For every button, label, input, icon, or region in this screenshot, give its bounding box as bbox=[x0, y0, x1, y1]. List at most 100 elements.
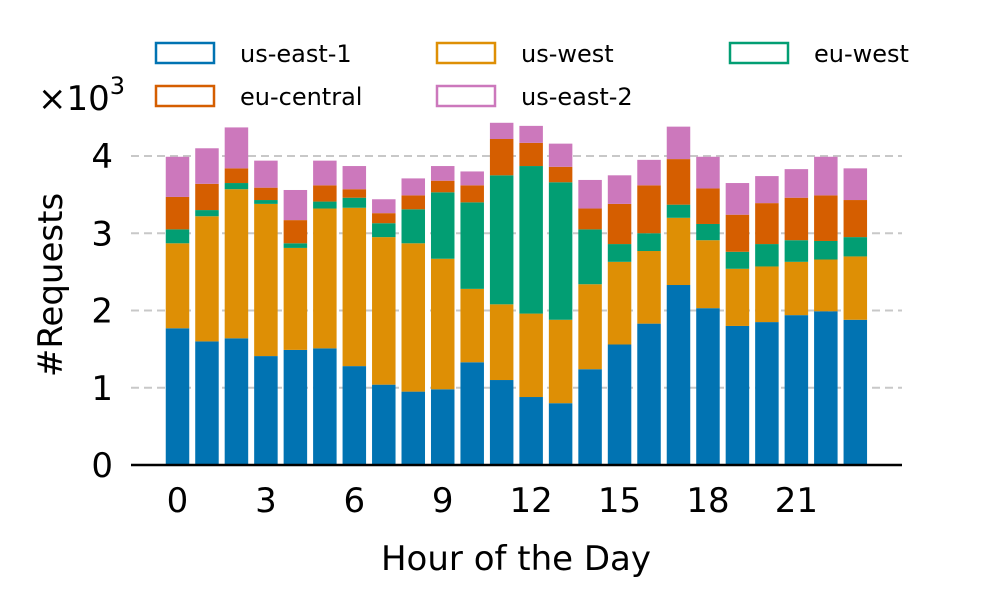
bar-eu-central-hour-14 bbox=[578, 208, 602, 230]
x-tick-label-6: 6 bbox=[343, 481, 365, 521]
bar-us-west-hour-2 bbox=[224, 189, 249, 339]
bar-us-east-2-hour-22 bbox=[814, 156, 838, 196]
x-tick-label-18: 18 bbox=[686, 481, 729, 521]
bar-us-east-1-hour-23 bbox=[843, 319, 868, 465]
bar-us-east-2-hour-1 bbox=[195, 148, 219, 184]
bar-us-east-1-hour-8 bbox=[401, 391, 426, 465]
bar-us-east-2-hour-6 bbox=[342, 166, 367, 190]
bar-us-east-2-hour-18 bbox=[696, 156, 720, 189]
bar-eu-central-hour-13 bbox=[548, 166, 573, 183]
bar-us-east-1-hour-2 bbox=[224, 338, 249, 465]
bar-eu-central-hour-11 bbox=[489, 139, 514, 176]
bar-us-east-1-hour-5 bbox=[313, 348, 337, 465]
bar-us-west-hour-22 bbox=[814, 259, 838, 312]
bar-us-west-hour-3 bbox=[254, 203, 278, 357]
bar-eu-west-hour-6 bbox=[342, 197, 367, 208]
bar-eu-west-hour-2 bbox=[224, 183, 249, 190]
bar-us-east-2-hour-12 bbox=[519, 125, 543, 143]
bar-eu-west-hour-21 bbox=[784, 240, 809, 262]
bar-eu-west-hour-15 bbox=[607, 244, 632, 262]
bar-us-east-2-hour-20 bbox=[755, 176, 779, 204]
bar-eu-west-hour-13 bbox=[548, 182, 573, 320]
bar-eu-west-hour-10 bbox=[460, 202, 484, 289]
bar-eu-west-hour-19 bbox=[725, 251, 750, 269]
bar-eu-west-hour-14 bbox=[578, 229, 602, 285]
bar-us-east-1-hour-12 bbox=[519, 397, 543, 465]
bar-eu-west-hour-8 bbox=[401, 209, 426, 244]
bar-us-west-hour-6 bbox=[342, 207, 367, 367]
bar-us-west-hour-5 bbox=[313, 208, 337, 349]
bar-us-east-2-hour-0 bbox=[165, 156, 190, 197]
bar-eu-west-hour-17 bbox=[666, 204, 691, 218]
x-tick-label-0: 0 bbox=[167, 481, 189, 521]
bar-us-east-2-hour-2 bbox=[224, 127, 249, 169]
bar-us-east-2-hour-3 bbox=[254, 160, 278, 188]
bar-us-east-1-hour-18 bbox=[696, 308, 720, 465]
legend-swatch-us-west bbox=[435, 41, 497, 65]
bar-eu-west-hour-23 bbox=[843, 237, 868, 257]
bar-eu-central-hour-9 bbox=[430, 180, 455, 193]
bar-eu-central-hour-17 bbox=[666, 159, 691, 205]
bar-us-west-hour-19 bbox=[725, 268, 750, 326]
bar-us-west-hour-7 bbox=[372, 237, 396, 385]
legend-swatch-us-east-1 bbox=[154, 41, 216, 65]
bar-us-east-2-hour-23 bbox=[843, 168, 868, 201]
bar-us-east-1-hour-19 bbox=[725, 325, 750, 465]
bar-us-west-hour-17 bbox=[666, 217, 691, 286]
bar-us-west-hour-21 bbox=[784, 261, 809, 316]
y-tick-label-4: 4 bbox=[91, 137, 113, 177]
legend-label-us-east-1: us-east-1 bbox=[240, 40, 352, 68]
bar-us-east-1-hour-17 bbox=[666, 285, 691, 465]
bar-eu-west-hour-5 bbox=[313, 201, 337, 209]
bar-us-east-1-hour-15 bbox=[607, 344, 632, 465]
legend-label-eu-west: eu-west bbox=[814, 40, 909, 68]
bar-us-east-1-hour-10 bbox=[460, 362, 484, 465]
bar-us-east-2-hour-4 bbox=[283, 189, 308, 221]
bar-us-east-1-hour-1 bbox=[195, 341, 219, 465]
bar-us-east-2-hour-11 bbox=[489, 122, 514, 140]
legend-label-us-west: us-west bbox=[521, 40, 614, 68]
y-tick-label-0: 0 bbox=[91, 446, 113, 486]
bar-eu-central-hour-16 bbox=[637, 185, 661, 234]
bar-eu-west-hour-1 bbox=[195, 210, 219, 217]
bar-eu-central-hour-19 bbox=[725, 214, 750, 252]
y-axis-title: #Requests bbox=[31, 193, 71, 377]
bar-eu-west-hour-4 bbox=[283, 243, 308, 248]
bar-eu-central-hour-23 bbox=[843, 200, 868, 238]
bar-us-east-2-hour-16 bbox=[637, 159, 661, 186]
bar-eu-central-hour-21 bbox=[784, 197, 809, 241]
bar-us-west-hour-14 bbox=[578, 284, 602, 370]
bar-us-west-hour-23 bbox=[843, 256, 868, 320]
y-multiplier-exponent: 3 bbox=[110, 72, 125, 100]
bar-us-west-hour-0 bbox=[165, 243, 190, 329]
bar-eu-west-hour-18 bbox=[696, 223, 720, 241]
y-tick-label-1: 1 bbox=[91, 369, 113, 409]
bar-eu-central-hour-22 bbox=[814, 195, 838, 241]
bar-us-east-2-hour-7 bbox=[372, 199, 396, 214]
bar-eu-central-hour-7 bbox=[372, 213, 396, 224]
bar-eu-west-hour-0 bbox=[165, 229, 190, 244]
bar-eu-central-hour-4 bbox=[283, 220, 308, 244]
x-tick-label-15: 15 bbox=[598, 481, 641, 521]
bar-us-east-1-hour-14 bbox=[578, 369, 602, 465]
bar-us-west-hour-9 bbox=[430, 258, 455, 390]
bar-us-west-hour-15 bbox=[607, 261, 632, 345]
bars bbox=[165, 122, 868, 465]
bar-us-east-1-hour-4 bbox=[283, 349, 308, 465]
bar-us-east-1-hour-22 bbox=[814, 311, 838, 465]
bar-us-west-hour-1 bbox=[195, 216, 219, 342]
bar-us-east-1-hour-0 bbox=[165, 328, 190, 465]
bar-eu-central-hour-10 bbox=[460, 185, 484, 203]
bar-us-east-1-hour-20 bbox=[755, 322, 779, 465]
bar-eu-central-hour-3 bbox=[254, 187, 278, 201]
bar-eu-west-hour-22 bbox=[814, 240, 838, 260]
bar-us-east-2-hour-17 bbox=[666, 126, 691, 160]
x-tick-label-21: 21 bbox=[775, 481, 818, 521]
bar-eu-west-hour-12 bbox=[519, 166, 543, 314]
legend-label-eu-central: eu-central bbox=[240, 83, 362, 111]
bar-eu-west-hour-7 bbox=[372, 223, 396, 238]
bar-us-east-2-hour-5 bbox=[313, 160, 337, 186]
bar-us-east-1-hour-9 bbox=[430, 389, 455, 465]
